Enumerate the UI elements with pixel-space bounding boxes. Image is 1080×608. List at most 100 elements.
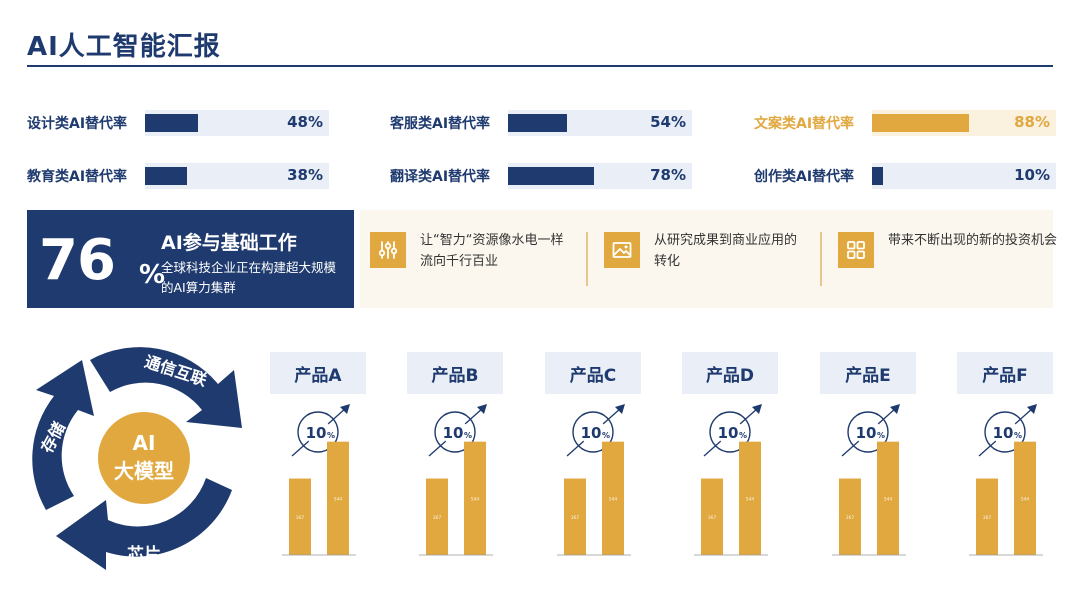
bar-value-label: 367 [983, 515, 992, 521]
cycle-segment-bottom: 芯片 [127, 544, 161, 565]
trend-arrowhead-icon [615, 404, 625, 414]
cycle-center-line2: 大模型 [114, 459, 174, 483]
rate-value: 10% [1014, 166, 1050, 184]
chart-bar [426, 478, 448, 555]
feature-divider [820, 232, 822, 286]
chart-bar [839, 478, 861, 555]
product-name: 产品D [682, 352, 778, 394]
product-chart: 10%36720XX54420XX [694, 404, 768, 556]
feature-item: 从研究成果到商业应用的转化 [604, 230, 804, 288]
growth-value: 10 [306, 424, 327, 442]
rate-bar-track: 48% [145, 110, 329, 136]
chart-bar [564, 478, 586, 555]
trend-arrowhead-icon [1027, 404, 1037, 414]
growth-circle-inner [305, 419, 331, 445]
rate-bar-track: 78% [508, 163, 692, 189]
product-name: 产品F [957, 352, 1053, 394]
trend-arrowhead-icon [890, 404, 900, 414]
sliders-icon [370, 232, 406, 268]
grid-icon [838, 232, 874, 268]
rate-row: 设计类AI替代率 48% [27, 110, 329, 136]
chart-bar [739, 441, 761, 555]
rate-label: 客服类AI替代率 [390, 116, 491, 132]
growth-circle-inner [442, 419, 468, 445]
chart-bar [1014, 441, 1036, 555]
stat-title: AI参与基础工作 [161, 232, 297, 254]
feature-strip: 让“智力“资源像水电一样流向千行百业 从研究成果到商业应用的转化 带来不断出现的… [360, 210, 1057, 308]
feature-item: 带来不断出现的新的投资机会 [838, 230, 1058, 288]
product-name: 产品B [407, 352, 503, 394]
chart-bar [602, 441, 624, 555]
cycle-center [98, 412, 190, 504]
bar-value-label: 367 [296, 515, 305, 521]
feature-text: 从研究成果到商业应用的转化 [654, 233, 798, 269]
growth-unit: % [602, 431, 610, 440]
chart-bar [289, 478, 311, 555]
trend-arrowhead-icon [752, 404, 762, 414]
product-chart: 10%36720XX54420XX [282, 404, 356, 556]
stat-description: 全球科技企业正在构建超大规模的AI算力集群 [161, 260, 337, 295]
rate-row: 创作类AI替代率 10% [754, 163, 1056, 189]
feature-divider [586, 232, 588, 286]
rate-value: 88% [1014, 113, 1050, 131]
product-name: 产品A [270, 352, 366, 394]
rate-row: 文案类AI替代率 88% [754, 110, 1056, 136]
bar-value-label: 544 [1021, 496, 1030, 502]
growth-unit: % [739, 431, 747, 440]
image-icon [604, 232, 640, 268]
stat-number: 76 [39, 228, 116, 293]
product-name: 产品C [545, 352, 641, 394]
rate-bar-track: 38% [145, 163, 329, 189]
trend-arrowhead-icon [340, 404, 350, 414]
chart-bar [327, 441, 349, 555]
product-chart: 10%36720XX54420XX [969, 404, 1043, 556]
bar-value-label: 367 [708, 515, 717, 521]
product-chart: 10%36720XX54420XX [557, 404, 631, 556]
rate-row: 客服类AI替代率 54% [390, 110, 692, 136]
rate-label: 创作类AI替代率 [754, 169, 855, 185]
bar-value-label: 544 [471, 496, 480, 502]
growth-circle-inner [580, 419, 606, 445]
rate-value: 48% [287, 113, 323, 131]
rate-bar-track: 10% [872, 163, 1056, 189]
cycle-arrow-top [90, 347, 242, 428]
product-chart: 10%36720XX54420XX [832, 404, 906, 556]
title-divider [27, 65, 1053, 67]
growth-unit: % [464, 431, 472, 440]
chart-bar [976, 478, 998, 555]
growth-value: 10 [443, 424, 464, 442]
bar-value-label: 367 [571, 515, 580, 521]
growth-value: 10 [993, 424, 1014, 442]
rate-value: 78% [650, 166, 686, 184]
cycle-arrow-bottom [56, 478, 232, 570]
product-name: 产品E [820, 352, 916, 394]
cycle-center-line1: AI [133, 431, 156, 455]
bar-value-label: 544 [746, 496, 755, 502]
chart-bar [701, 478, 723, 555]
rate-label: 教育类AI替代率 [27, 169, 128, 185]
product-card: 产品E 10%36720XX54420XX [820, 352, 916, 556]
rate-label: 文案类AI替代率 [754, 116, 855, 132]
feature-text: 让“智力“资源像水电一样流向千行百业 [420, 233, 564, 269]
rate-value: 54% [650, 113, 686, 131]
stat-panel: 76 % AI参与基础工作 全球科技企业正在构建超大规模的AI算力集群 [27, 210, 354, 308]
rate-bar-fill [145, 114, 198, 132]
growth-circle-inner [717, 419, 743, 445]
rate-bar-track: 54% [508, 110, 692, 136]
rate-bar-track: 88% [872, 110, 1056, 136]
growth-unit: % [877, 431, 885, 440]
rate-bar-fill [508, 167, 594, 185]
chart-bar [877, 441, 899, 555]
rate-row: 教育类AI替代率 38% [27, 163, 329, 189]
bar-value-label: 544 [334, 496, 343, 502]
growth-unit: % [327, 431, 335, 440]
growth-unit: % [1014, 431, 1022, 440]
page-title: AI人工智能汇报 [27, 32, 221, 62]
growth-value: 10 [718, 424, 739, 442]
cycle-arrow-left [32, 360, 94, 510]
ai-cycle-diagram: AI 大模型 通信互联 芯片 存储 [32, 347, 242, 570]
rate-bar-fill [872, 114, 969, 132]
